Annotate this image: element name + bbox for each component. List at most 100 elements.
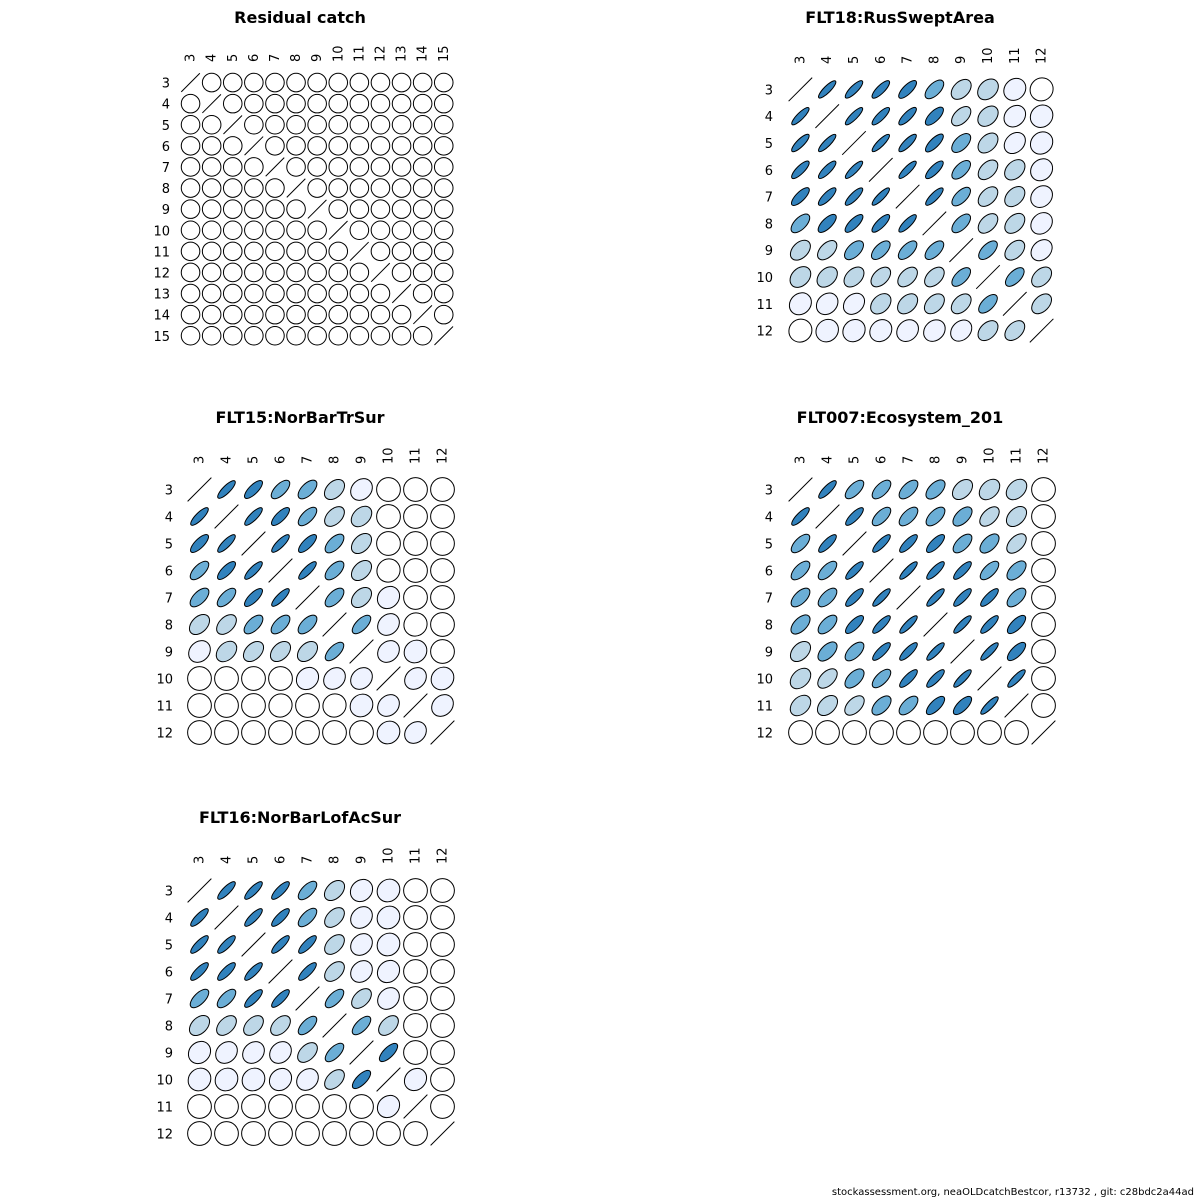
correlation-ellipse <box>1030 158 1054 182</box>
correlation-ellipse <box>296 1068 319 1091</box>
row-label: 7 <box>165 592 173 607</box>
correlation-ellipse <box>817 587 838 608</box>
diagonal-mark <box>1029 318 1054 343</box>
column-label: 9 <box>956 456 971 464</box>
correlation-ellipse <box>870 266 892 288</box>
correlation-ellipse <box>307 93 327 114</box>
row-label: 5 <box>765 137 773 152</box>
correlation-ellipse <box>189 587 210 608</box>
correlation-ellipse <box>925 506 946 527</box>
correlation-ellipse <box>953 615 972 634</box>
correlation-ellipse <box>349 178 370 198</box>
correlation-ellipse <box>241 1121 266 1146</box>
correlation-ellipse <box>871 695 892 716</box>
correlation-ellipse <box>897 293 919 315</box>
correlation-ellipse <box>244 588 263 607</box>
correlation-ellipse <box>898 79 918 99</box>
correlation-ellipse <box>217 561 236 580</box>
correlation-ellipse <box>241 720 266 745</box>
row-label: 10 <box>756 673 773 688</box>
column-label: 3 <box>794 456 809 464</box>
column-label: 4 <box>820 56 835 64</box>
correlation-ellipse <box>430 986 455 1011</box>
diagonal-mark <box>187 477 212 502</box>
column-label: 12 <box>436 847 451 864</box>
correlation-ellipse <box>328 114 349 135</box>
correlation-ellipse <box>842 318 866 343</box>
correlation-ellipse <box>286 220 306 241</box>
correlation-ellipse <box>370 241 391 262</box>
correlation-ellipse <box>433 136 454 156</box>
correlation-ellipse <box>328 93 349 114</box>
correlation-ellipse <box>844 695 865 716</box>
correlation-ellipse <box>265 199 285 219</box>
column-label: 5 <box>247 856 262 864</box>
correlation-ellipse <box>897 240 918 260</box>
correlation-ellipse <box>328 262 349 283</box>
correlation-ellipse <box>1003 104 1027 128</box>
correlation-ellipse <box>286 241 306 262</box>
correlation-ellipse <box>322 1094 347 1119</box>
correlation-ellipse <box>977 213 999 234</box>
row-label: 9 <box>765 646 773 661</box>
correlation-ellipse <box>403 1067 428 1092</box>
correlation-ellipse <box>925 187 944 206</box>
row-label: 3 <box>165 484 173 499</box>
row-label: 10 <box>153 224 170 239</box>
correlation-ellipse <box>978 240 998 261</box>
correlation-ellipse <box>244 908 263 927</box>
correlation-ellipse <box>376 558 401 583</box>
correlation-ellipse <box>391 241 412 262</box>
correlation-ellipse <box>412 114 433 135</box>
correlation-ellipse <box>376 1121 401 1146</box>
correlation-ellipse <box>403 558 428 583</box>
correlation-ellipse <box>898 160 917 179</box>
correlation-ellipse <box>215 1041 238 1064</box>
correlation-ellipse <box>297 614 318 635</box>
diagonal-mark <box>403 693 428 718</box>
correlation-ellipse <box>791 160 810 180</box>
correlation-ellipse <box>898 133 917 153</box>
correlation-ellipse <box>789 667 812 690</box>
correlation-ellipse <box>815 720 840 745</box>
correlation-ellipse <box>297 479 318 500</box>
correlation-ellipse <box>324 907 345 928</box>
correlation-ellipse <box>244 262 264 283</box>
correlation-ellipse <box>952 533 973 554</box>
correlation-ellipse <box>222 157 243 177</box>
column-label: 3 <box>793 56 808 64</box>
column-label: 15 <box>437 45 452 62</box>
diagonal-mark <box>1031 720 1056 745</box>
correlation-ellipse <box>898 695 919 716</box>
correlation-ellipse <box>953 588 972 607</box>
panel-0: Residual catch33445566778899101011111212… <box>153 8 454 346</box>
correlation-ellipse <box>351 614 372 635</box>
correlation-ellipse <box>349 304 370 325</box>
correlation-ellipse <box>433 157 454 177</box>
correlation-ellipse <box>844 160 864 179</box>
diagonal-mark <box>295 986 320 1011</box>
correlation-ellipse <box>412 93 433 114</box>
diagonal-mark <box>202 94 222 114</box>
correlation-ellipse <box>244 157 264 177</box>
diagonal-mark <box>413 305 433 325</box>
correlation-ellipse <box>350 478 373 501</box>
correlation-ellipse <box>403 585 428 610</box>
diagonal-mark <box>975 264 1001 290</box>
correlation-ellipse <box>872 588 891 607</box>
diagonal-mark <box>922 211 947 236</box>
correlation-ellipse <box>271 588 290 607</box>
correlation-ellipse <box>1006 587 1027 608</box>
row-label: 9 <box>162 203 170 218</box>
correlation-ellipse <box>324 560 345 581</box>
correlation-ellipse <box>978 293 998 314</box>
column-label: 9 <box>954 56 969 64</box>
correlation-ellipse <box>222 136 243 156</box>
correlation-ellipse <box>403 1121 428 1146</box>
correlation-ellipse <box>214 1121 239 1146</box>
diagonal-mark <box>180 72 201 93</box>
correlation-ellipse <box>412 262 433 283</box>
row-label: 10 <box>756 271 773 286</box>
correlation-ellipse <box>924 266 945 288</box>
